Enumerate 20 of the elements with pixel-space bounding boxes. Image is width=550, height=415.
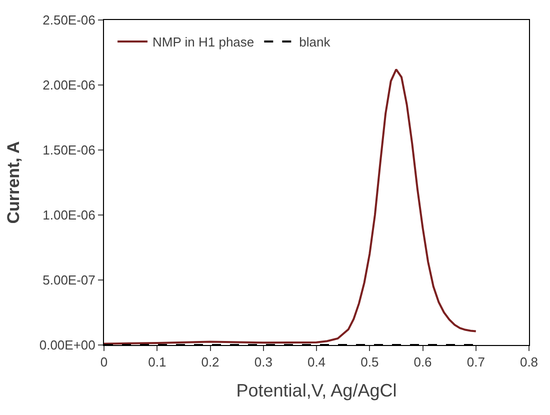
y-tick-label: 0.00E+00 [39,338,96,353]
y-tick-label: 1.00E-06 [42,208,96,223]
y-tick-label: 2.50E-06 [42,12,96,28]
x-tick-label: 0.1 [148,354,166,370]
y-axis-title: Current, A [4,141,23,224]
x-tick-label: 0.7 [466,354,485,370]
x-tick-label: 0.5 [360,354,379,370]
x-tick-label: 0 [100,354,108,370]
x-tick-label: 0.3 [254,354,272,370]
x-axis-title: Potential,V, Ag/AgCl [236,380,397,401]
y-tick-label: 2.00E-06 [42,78,96,93]
y-tick-label: 5.00E-07 [42,272,96,288]
x-tick-label: 0.2 [201,354,220,370]
y-tick-label: 1.50E-06 [42,142,96,158]
legend-label: blank [299,34,331,50]
x-tick-label: 0.8 [520,354,538,370]
line-series [104,68,477,345]
x-tick-label: 0.4 [307,354,326,370]
legend-label: NMP in H1 phase [152,34,254,50]
x-tick-label: 0.6 [414,354,432,370]
